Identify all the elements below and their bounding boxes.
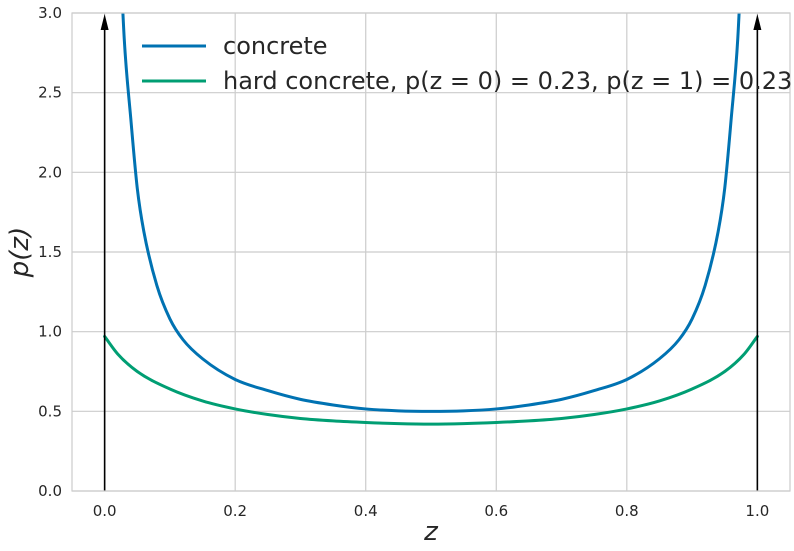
series-line-hard-concrete (103, 334, 759, 426)
x-tick-label: 1.0 (745, 502, 769, 520)
y-tick-label: 2.5 (38, 84, 62, 102)
grid (72, 12, 790, 492)
y-axis-label: p(z) (5, 227, 35, 278)
y-tick-label: 0.5 (38, 402, 62, 420)
legend-label: concrete (223, 32, 328, 60)
y-tick-label: 3.0 (38, 4, 62, 22)
x-tick-label: 0.2 (223, 502, 247, 520)
legend-label: hard concrete, p(z = 0) = 0.23, p(z = 1)… (223, 67, 792, 95)
y-tick-label: 1.5 (38, 243, 62, 261)
tick-labels: 0.0 0.2 0.4 0.6 0.8 1.0 0.0 0.5 1.0 1.5 2.0 2.5 3.0 (38, 4, 769, 520)
point-mass-arrow-head (100, 14, 109, 30)
series-line-concrete (121, 13, 741, 413)
legend: concrete hard concrete, p(z = 0) = 0.23, … (142, 32, 792, 95)
y-tick-label: 1.0 (38, 323, 62, 341)
point-mass-arrow-head (753, 14, 762, 30)
plot-frame (71, 12, 791, 492)
series-layer (103, 13, 759, 426)
y-tick-label: 0.0 (38, 482, 62, 500)
x-tick-label: 0.0 (93, 502, 117, 520)
x-tick-label: 0.6 (484, 502, 508, 520)
point-mass-arrows (100, 14, 762, 491)
x-tick-label: 0.4 (354, 502, 378, 520)
y-tick-label: 2.0 (38, 163, 62, 181)
x-axis-label: z (423, 517, 439, 547)
x-tick-label: 0.8 (615, 502, 639, 520)
